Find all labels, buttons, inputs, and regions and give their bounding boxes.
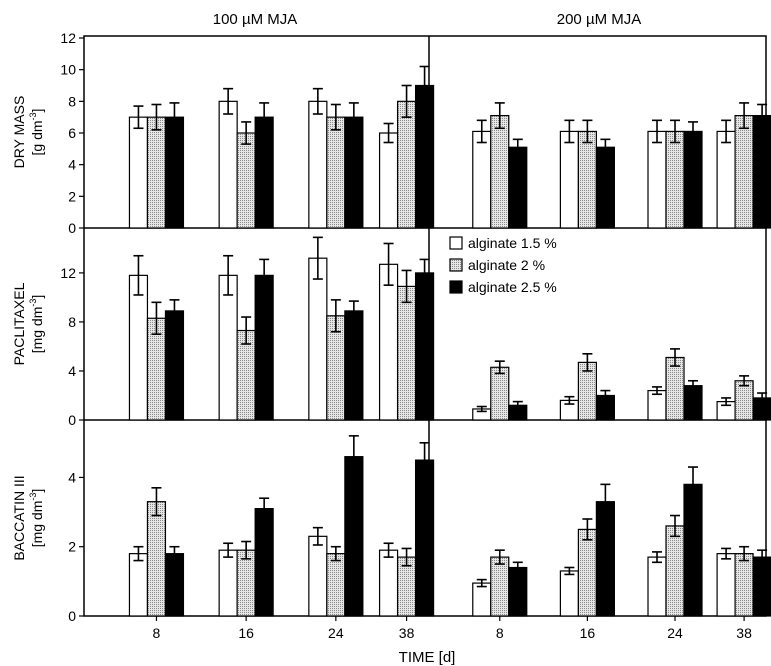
- bar-dry-mass-200-16-alginate-1-5: [559, 130, 579, 229]
- y-axis-title-paclitaxel: PACLITAXEL: [11, 282, 27, 365]
- bar-dry-mass-100-8-alginate-2: [146, 116, 167, 229]
- y-tick-label-dry-mass: 10: [60, 62, 76, 78]
- bar-paclitaxel-100-16-alginate-2-5: [254, 274, 274, 421]
- bar-baccatin-iii-100-38-alginate-2-5: [414, 459, 435, 617]
- bar-dry-mass-100-24-alginate-2-5: [344, 116, 364, 229]
- bar-baccatin-iii-200-38-alginate-1-5: [716, 553, 736, 617]
- x-tick-label: 24: [667, 625, 683, 641]
- bar-baccatin-iii-200-16-alginate-2: [577, 528, 597, 617]
- bar-dry-mass-200-8-alginate-2-5: [508, 146, 528, 229]
- bar-baccatin-iii-100-16-alginate-2: [236, 549, 256, 617]
- bar-paclitaxel-100-24-alginate-2-5: [344, 310, 364, 421]
- y-tick-label-dry-mass: 12: [60, 30, 76, 46]
- bar-paclitaxel-100-8-alginate-1-5: [128, 274, 149, 421]
- bar-dry-mass-200-38-alginate-2-5: [752, 114, 771, 229]
- y-tick-label-baccatin-iii: 4: [68, 469, 76, 485]
- bar-dry-mass-200-24-alginate-2-5: [683, 130, 703, 229]
- bar-dry-mass-200-8-alginate-2: [490, 114, 510, 229]
- y-axis-unit-paclitaxel: [mg dm-3]: [28, 295, 45, 354]
- bar-paclitaxel-100-38-alginate-2-5: [414, 272, 435, 421]
- column-title-200: 200 µM MJA: [557, 11, 642, 28]
- bar-baccatin-iii-100-24-alginate-2-5: [344, 456, 364, 617]
- legend: alginate 1.5 % alginate 2 % alginate 2.5…: [449, 235, 557, 295]
- bar-dry-mass-200-38-alginate-2: [734, 114, 754, 229]
- bar-dry-mass-100-16-alginate-1-5: [218, 100, 238, 229]
- bar-baccatin-iii-100-8-alginate-2-5: [164, 553, 185, 617]
- bar-baccatin-iii-100-24-alginate-1-5: [308, 535, 328, 617]
- y-axis-title-dry-mass: DRY MASS: [11, 96, 27, 169]
- bar-dry-mass-100-8-alginate-2-5: [164, 116, 185, 229]
- bar-baccatin-iii-100-8-alginate-2: [146, 501, 167, 617]
- y-tick-label-dry-mass: 6: [68, 125, 76, 141]
- x-tick-label: 8: [496, 625, 504, 641]
- bar-paclitaxel-200-8-alginate-2: [490, 366, 510, 421]
- bar-paclitaxel-100-38-alginate-1-5: [378, 263, 399, 421]
- x-tick-label: 24: [328, 625, 344, 641]
- bar-dry-mass-200-38-alginate-1-5: [716, 130, 736, 229]
- bar-baccatin-iii-100-16-alginate-1-5: [218, 549, 238, 617]
- bar-baccatin-iii-200-38-alginate-2: [734, 553, 754, 617]
- legend-label-alginate-1-5: alginate 1.5 %: [468, 235, 557, 251]
- bar-dry-mass-100-24-alginate-1-5: [308, 100, 328, 229]
- bar-dry-mass-100-16-alginate-2: [236, 132, 256, 229]
- bar-baccatin-iii-200-8-alginate-2: [490, 556, 510, 617]
- bar-dry-mass-100-38-alginate-2-5: [414, 84, 435, 229]
- legend-swatch-alginate-2: [449, 258, 463, 272]
- bar-paclitaxel-100-24-alginate-1-5: [308, 257, 328, 421]
- bar-dry-mass-100-8-alginate-1-5: [128, 116, 149, 229]
- legend-swatch-alginate-1-5: [449, 236, 463, 250]
- y-tick-label-dry-mass: 0: [68, 220, 76, 236]
- y-axis-unit-dry-mass: [g dm-3]: [28, 109, 45, 156]
- y-tick-label-baccatin-iii: 2: [68, 539, 76, 555]
- y-tick-label-paclitaxel: 12: [60, 265, 76, 281]
- bar-baccatin-iii-100-16-alginate-2-5: [254, 508, 274, 617]
- y-axis-title-baccatin-iii: BACCATIN III: [11, 475, 27, 560]
- y-tick-label-dry-mass: 2: [68, 188, 76, 204]
- column-title-100: 100 µM MJA: [213, 11, 298, 28]
- bar-baccatin-iii-200-38-alginate-2-5: [752, 556, 771, 617]
- bar-baccatin-iii-200-24-alginate-2: [665, 525, 685, 617]
- bar-paclitaxel-200-38-alginate-2: [734, 380, 754, 421]
- bar-dry-mass-100-24-alginate-2: [326, 116, 346, 229]
- bar-baccatin-iii-200-8-alginate-2-5: [508, 566, 528, 617]
- y-tick-label-dry-mass: 8: [68, 93, 76, 109]
- bar-baccatin-iii-100-24-alginate-2: [326, 553, 346, 617]
- bar-baccatin-iii-200-24-alginate-1-5: [647, 556, 667, 617]
- bar-dry-mass-100-16-alginate-2-5: [254, 116, 274, 229]
- y-tick-label-paclitaxel: 8: [68, 314, 76, 330]
- x-axis-title: TIME [d]: [399, 649, 456, 666]
- y-tick-label-paclitaxel: 4: [68, 363, 76, 379]
- bar-baccatin-iii-100-38-alginate-1-5: [378, 549, 399, 617]
- legend-label-alginate-2-5: alginate 2.5 %: [468, 279, 557, 295]
- x-tick-label: 16: [580, 625, 596, 641]
- x-tick-label: 38: [736, 625, 752, 641]
- bar-paclitaxel-100-16-alginate-1-5: [218, 274, 238, 421]
- y-tick-label-dry-mass: 4: [68, 157, 76, 173]
- bar-dry-mass-200-16-alginate-2-5: [595, 146, 615, 229]
- bar-dry-mass-200-8-alginate-1-5: [472, 130, 492, 229]
- y-tick-label-baccatin-iii: 0: [68, 608, 76, 624]
- bar-dry-mass-200-16-alginate-2: [577, 130, 597, 229]
- x-tick-label: 8: [153, 625, 161, 641]
- legend-swatch-alginate-2-5: [449, 280, 463, 294]
- x-tick-label: 38: [399, 625, 415, 641]
- bar-baccatin-iii-200-16-alginate-1-5: [559, 570, 579, 617]
- bar-dry-mass-100-38-alginate-1-5: [378, 132, 399, 229]
- bar-dry-mass-200-24-alginate-2: [665, 130, 685, 229]
- bar-baccatin-iii-100-8-alginate-1-5: [128, 553, 149, 617]
- bar-paclitaxel-100-38-alginate-2: [396, 285, 417, 421]
- bar-dry-mass-100-38-alginate-2: [396, 100, 417, 229]
- y-axis-unit-baccatin-iii: [mg dm-3]: [28, 489, 45, 548]
- bar-baccatin-iii-200-24-alginate-2-5: [683, 483, 703, 617]
- y-tick-label-paclitaxel: 0: [68, 412, 76, 428]
- bar-dry-mass-200-24-alginate-1-5: [647, 130, 667, 229]
- bar-paclitaxel-100-8-alginate-2-5: [164, 310, 185, 421]
- legend-label-alginate-2: alginate 2 %: [468, 257, 545, 273]
- bar-baccatin-iii-200-8-alginate-1-5: [472, 582, 492, 617]
- x-tick-label: 16: [238, 625, 254, 641]
